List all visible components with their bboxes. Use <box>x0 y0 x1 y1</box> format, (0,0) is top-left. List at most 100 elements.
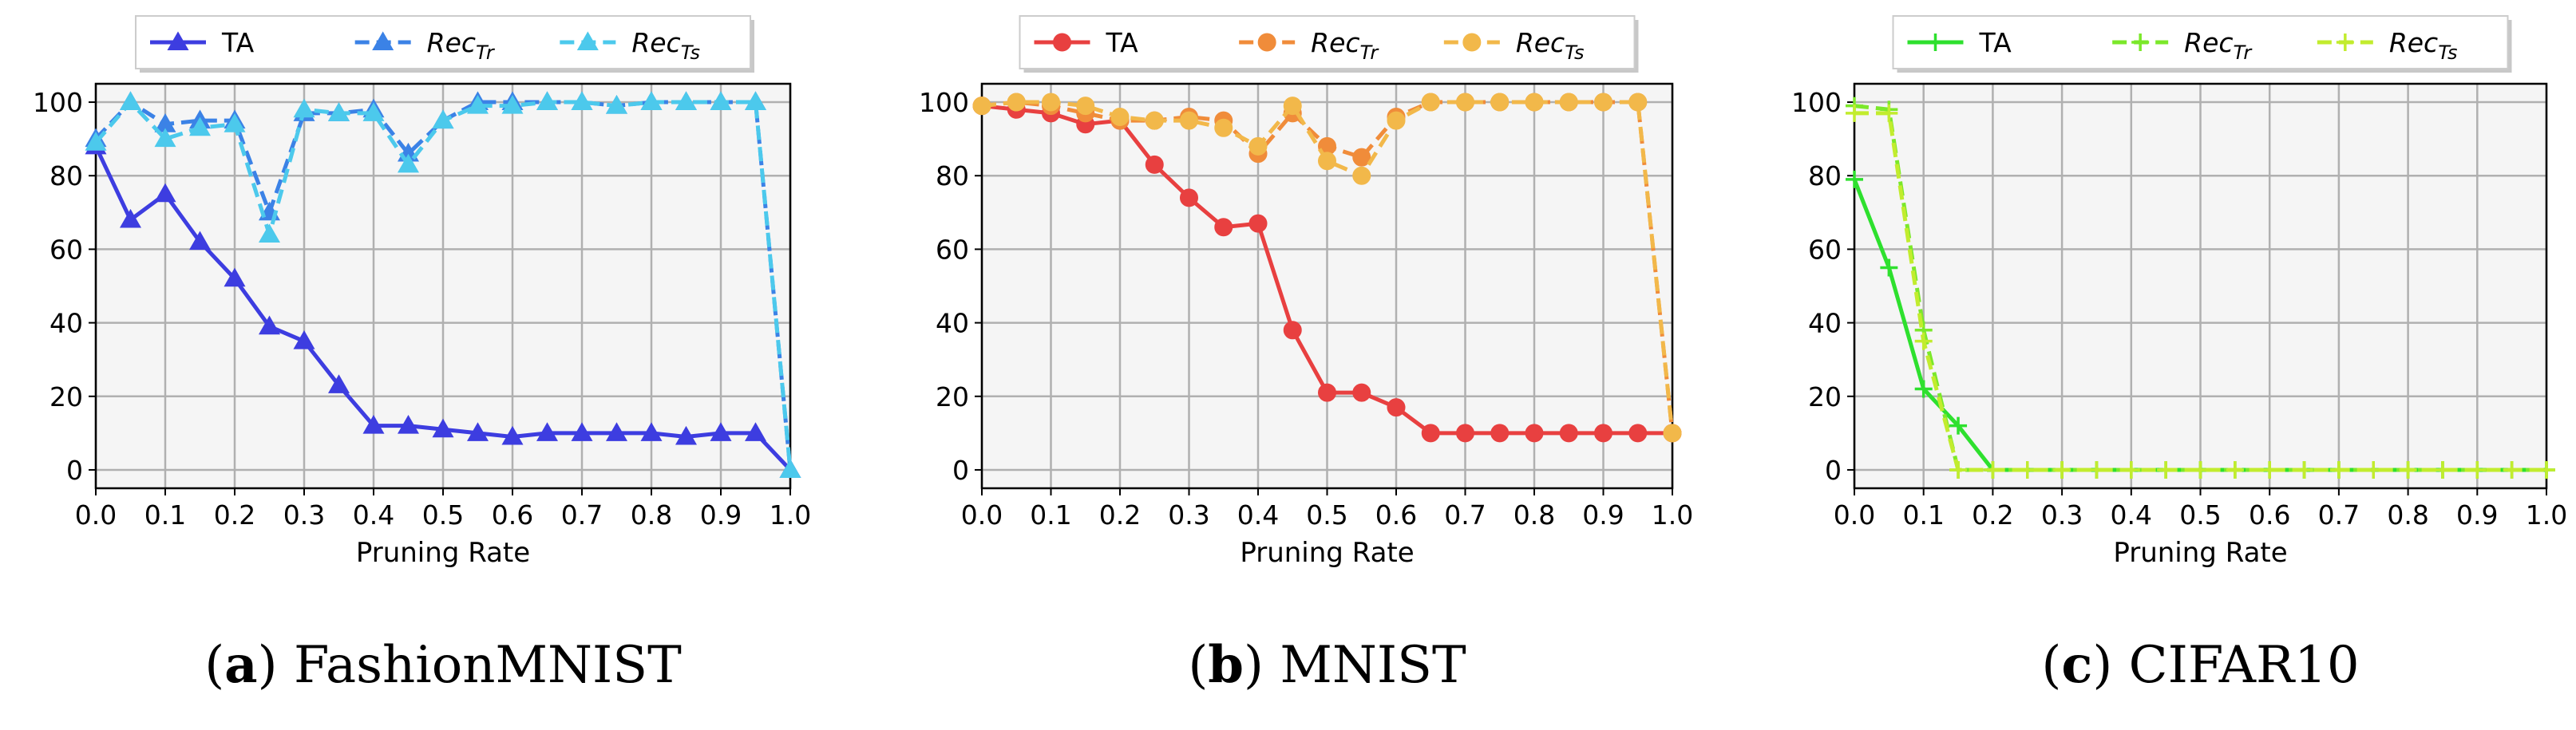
y-tick-label: 20 <box>936 381 969 412</box>
data-point <box>1628 424 1648 443</box>
data-point <box>1846 170 1863 188</box>
data-point <box>1042 93 1060 112</box>
data-point <box>640 91 663 111</box>
x-tick-label: 0.2 <box>1972 499 2013 531</box>
x-tick-label: 0.3 <box>2041 499 2083 531</box>
legend-marker <box>1053 33 1071 52</box>
data-point <box>119 91 142 111</box>
data-point <box>2122 460 2140 479</box>
x-tick-label: 0.3 <box>1168 499 1209 531</box>
x-tick-label: 0.4 <box>2111 499 2152 531</box>
data-point <box>1525 93 1544 112</box>
data-point <box>1880 104 1898 122</box>
x-tick-label: 0.1 <box>144 499 186 531</box>
data-point <box>362 414 385 434</box>
series-RecTs <box>1846 104 2555 479</box>
y-tick-label: 100 <box>919 87 969 118</box>
data-point <box>1559 93 1578 112</box>
legend-item-TA: TA <box>1907 27 2012 58</box>
legend-item-RecTr: RecTr <box>354 27 496 64</box>
data-point <box>744 422 767 441</box>
data-point <box>972 97 991 116</box>
chart-panel-b: 0.0 0.1 0.2 0.3 0.4 0.5 0.6 0.7 0.8 0.9 1.0 0 20 40 60… <box>919 15 1693 695</box>
data-point <box>466 94 489 114</box>
data-point <box>2399 460 2417 479</box>
data-point <box>2329 460 2348 479</box>
data-point <box>2261 460 2279 479</box>
data-point <box>1914 332 1933 350</box>
data-point <box>1283 321 1302 340</box>
y-tick-label: 60 <box>49 234 83 265</box>
data-point <box>2503 460 2521 479</box>
data-point <box>2191 460 2210 479</box>
x-tick-label: 0.3 <box>283 499 325 531</box>
data-point <box>258 223 281 243</box>
x-tick-label: 0.5 <box>2179 499 2221 531</box>
data-point <box>1214 218 1233 237</box>
data-point <box>1490 424 1510 443</box>
x-tick-label: 0.5 <box>1306 499 1347 531</box>
y-tick-label: 40 <box>1808 308 1842 339</box>
series-line <box>94 100 793 471</box>
legend-item-RecTs: RecTs <box>2317 27 2458 64</box>
x-tick-label: 0.9 <box>700 499 742 531</box>
x-tick-label: 0.7 <box>2318 499 2360 531</box>
y-tick-label: 60 <box>1808 234 1842 265</box>
y-tick-label: 0 <box>1825 455 1842 486</box>
data-point <box>2053 460 2071 479</box>
x-tick-label: 0.7 <box>1444 499 1486 531</box>
y-tick-label: 40 <box>936 308 969 339</box>
data-point <box>710 422 732 441</box>
series-TA <box>85 135 801 478</box>
legend-label: RecTs <box>1516 27 1585 64</box>
y-tick-label: 80 <box>1808 160 1842 191</box>
y-tick-label: 20 <box>49 381 83 412</box>
x-tick-label: 0.8 <box>1514 499 1555 531</box>
data-point <box>2018 460 2036 479</box>
data-point <box>1525 424 1544 443</box>
data-point <box>1352 166 1371 185</box>
x-axis-title: Pruning Rate <box>2113 537 2287 569</box>
legend-label: TA <box>1979 27 2012 58</box>
data-point <box>1421 424 1440 443</box>
data-point <box>1283 97 1302 116</box>
data-point <box>1180 111 1198 130</box>
y-tick-label: 100 <box>1791 87 1842 118</box>
data-point <box>1076 97 1095 116</box>
legend: TA RecTr RecTs <box>1019 15 1639 73</box>
data-point <box>397 414 420 434</box>
legend-marker <box>1926 34 1945 51</box>
data-point <box>2226 460 2244 479</box>
data-point <box>605 94 628 114</box>
y-tick-label: 60 <box>936 234 969 265</box>
panel-caption: (a) FashionMNIST <box>204 635 682 695</box>
series-RecTs <box>85 91 801 478</box>
x-tick-label: 1.0 <box>2526 499 2567 531</box>
data-point <box>258 315 281 335</box>
y-tick-label: 40 <box>49 308 83 339</box>
x-tick-label: 0.9 <box>1582 499 1624 531</box>
legend-label: RecTs <box>631 27 700 64</box>
data-point <box>710 91 732 111</box>
axes-frame <box>1853 82 2548 490</box>
data-point <box>2433 460 2451 479</box>
legend-label: TA <box>1106 27 1139 58</box>
data-point <box>1456 424 1474 443</box>
data-point <box>432 109 454 129</box>
axes-frame <box>94 82 792 490</box>
legend-label: RecTr <box>1311 27 1379 64</box>
legend-box <box>1019 15 1636 69</box>
x-tick-label: 0.1 <box>1030 499 1071 531</box>
legend-marker <box>372 31 394 50</box>
x-tick-label: 0.6 <box>2249 499 2290 531</box>
data-point <box>1949 460 1968 479</box>
data-point <box>154 183 176 203</box>
data-point <box>1663 424 1682 443</box>
data-point <box>2295 460 2313 479</box>
data-point <box>1421 93 1440 112</box>
legend-item-RecTs: RecTs <box>560 27 700 64</box>
data-point <box>2157 460 2175 479</box>
legend: TA RecTr RecTs <box>135 15 754 73</box>
legend: TA RecTr RecTs <box>1892 15 2512 73</box>
x-tick-label: 0.8 <box>2387 499 2428 531</box>
